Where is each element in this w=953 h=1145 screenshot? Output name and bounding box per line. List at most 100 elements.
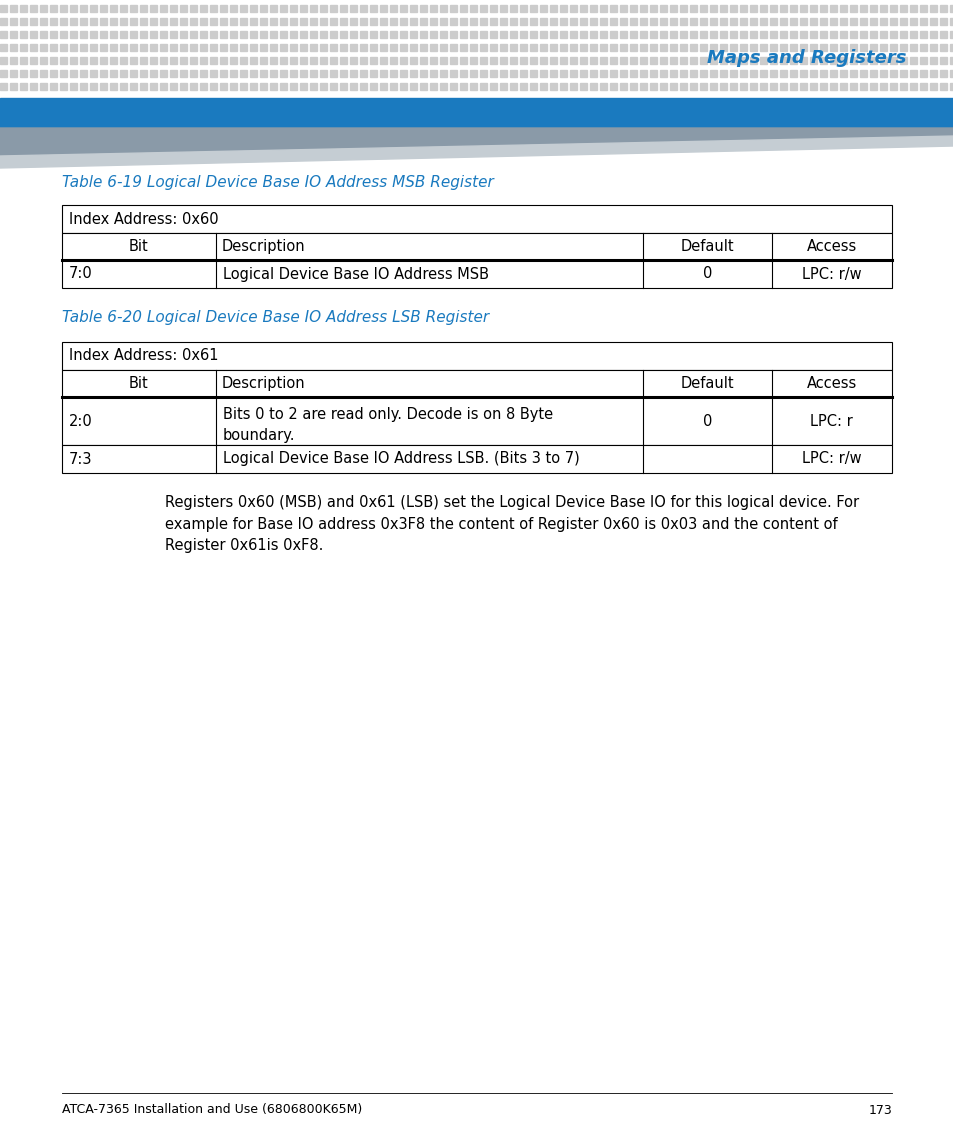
Bar xyxy=(330,57,336,64)
Bar xyxy=(919,5,926,11)
Bar xyxy=(359,82,367,90)
Bar xyxy=(499,70,506,77)
Bar xyxy=(599,70,606,77)
Bar xyxy=(659,57,666,64)
Bar xyxy=(419,70,427,77)
Bar xyxy=(250,31,256,38)
Bar xyxy=(629,70,637,77)
Bar xyxy=(290,57,296,64)
Bar xyxy=(200,70,207,77)
Bar xyxy=(939,31,946,38)
Bar xyxy=(589,57,597,64)
Bar xyxy=(280,44,287,52)
Bar xyxy=(909,31,916,38)
Bar xyxy=(879,31,886,38)
Bar xyxy=(749,31,757,38)
Bar xyxy=(290,5,296,11)
Bar xyxy=(849,57,856,64)
Bar xyxy=(290,82,296,90)
Bar xyxy=(510,70,517,77)
Bar xyxy=(569,18,577,25)
Bar xyxy=(659,44,666,52)
Bar xyxy=(949,5,953,11)
Bar xyxy=(909,82,916,90)
Bar xyxy=(70,31,77,38)
Bar xyxy=(709,57,717,64)
Bar xyxy=(200,82,207,90)
Bar xyxy=(100,57,107,64)
Bar xyxy=(760,70,766,77)
Bar xyxy=(539,31,546,38)
Bar xyxy=(760,57,766,64)
Bar xyxy=(809,18,816,25)
Bar xyxy=(260,57,267,64)
Bar xyxy=(760,5,766,11)
Bar xyxy=(419,5,427,11)
Bar xyxy=(929,44,936,52)
Bar xyxy=(659,70,666,77)
Bar xyxy=(180,31,187,38)
Bar xyxy=(539,82,546,90)
Bar xyxy=(889,44,896,52)
Bar xyxy=(909,57,916,64)
Bar xyxy=(669,70,677,77)
Bar xyxy=(130,57,137,64)
Text: 173: 173 xyxy=(867,1104,891,1116)
Bar xyxy=(519,5,526,11)
Bar xyxy=(20,18,27,25)
Bar xyxy=(579,31,586,38)
Bar xyxy=(689,44,697,52)
Bar xyxy=(220,82,227,90)
Bar xyxy=(820,70,826,77)
Bar xyxy=(339,70,347,77)
Bar xyxy=(530,5,537,11)
Bar xyxy=(399,5,407,11)
Bar xyxy=(749,70,757,77)
Text: Index Address: 0x60: Index Address: 0x60 xyxy=(69,212,218,227)
Bar xyxy=(459,70,467,77)
Bar xyxy=(749,18,757,25)
Polygon shape xyxy=(0,136,953,168)
Bar xyxy=(30,70,37,77)
Bar xyxy=(170,70,177,77)
Bar xyxy=(80,5,87,11)
Bar xyxy=(260,44,267,52)
Bar xyxy=(379,5,387,11)
Bar xyxy=(720,57,726,64)
Bar xyxy=(709,18,717,25)
Bar xyxy=(90,5,97,11)
Bar xyxy=(10,70,17,77)
Bar xyxy=(539,5,546,11)
Bar xyxy=(62,342,891,370)
Bar xyxy=(0,44,7,52)
Bar xyxy=(809,70,816,77)
Bar xyxy=(160,18,167,25)
Bar xyxy=(20,31,27,38)
Bar xyxy=(859,44,866,52)
Text: LPC: r/w: LPC: r/w xyxy=(801,267,861,282)
Bar xyxy=(909,5,916,11)
Bar xyxy=(829,31,836,38)
Bar xyxy=(899,57,906,64)
Bar xyxy=(230,31,236,38)
Text: boundary.: boundary. xyxy=(222,428,294,443)
Bar xyxy=(70,5,77,11)
Bar xyxy=(120,70,127,77)
Bar xyxy=(62,260,891,289)
Bar xyxy=(359,70,367,77)
Bar xyxy=(430,70,436,77)
Bar xyxy=(639,5,646,11)
Bar xyxy=(410,44,416,52)
Bar xyxy=(330,18,336,25)
Bar xyxy=(869,57,876,64)
Bar xyxy=(949,18,953,25)
Bar xyxy=(50,31,57,38)
Bar xyxy=(669,18,677,25)
Bar xyxy=(120,31,127,38)
Bar xyxy=(700,5,706,11)
Bar xyxy=(270,82,276,90)
Bar xyxy=(569,44,577,52)
Bar xyxy=(230,44,236,52)
Bar xyxy=(789,18,796,25)
Bar xyxy=(50,82,57,90)
